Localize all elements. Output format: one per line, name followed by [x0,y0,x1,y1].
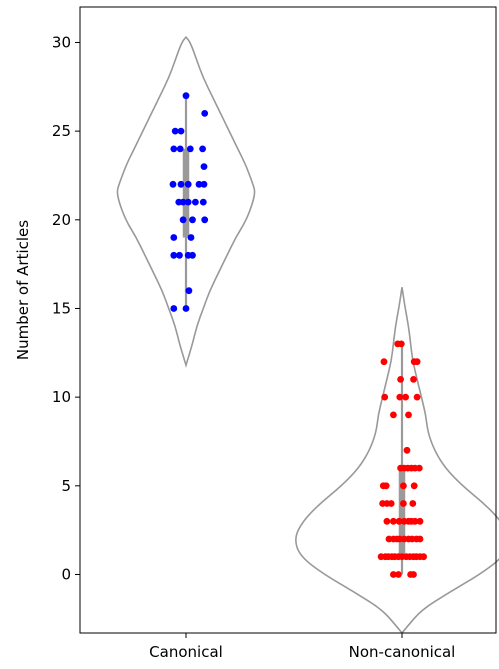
point-canonical [186,145,194,153]
y-tick-label: 20 [52,211,71,229]
point-non-canonical [382,482,390,490]
point-canonical [187,234,195,241]
point-canonical [170,305,178,312]
point-canonical [176,145,184,153]
y-tick-label: 15 [52,299,71,317]
point-canonical [169,180,177,188]
point-non-canonical [400,500,407,507]
point-canonical [201,216,209,224]
point-non-canonical [395,571,402,578]
point-non-canonical [397,340,405,348]
point-canonical [182,92,190,100]
x-tick-label: Non-canonical [349,643,456,661]
point-canonical [171,127,179,135]
x-tick-label: Canonical [149,643,223,661]
point-canonical [199,145,207,153]
point-canonical [177,180,185,188]
axes-frame [79,6,497,634]
point-non-canonical [415,464,423,472]
point-non-canonical [390,411,397,419]
point-non-canonical [396,393,404,401]
y-tick-label: 0 [61,565,71,583]
point-canonical [199,198,207,206]
point-non-canonical [397,376,404,383]
point-non-canonical [381,393,389,401]
point-non-canonical [405,411,412,419]
violin-non-canonical [295,287,499,635]
point-non-canonical [410,482,418,490]
point-canonical [170,145,178,153]
point-non-canonical [395,517,403,525]
y-axis-label: Number of Articles [14,220,32,360]
point-canonical [192,198,199,206]
y-ticks-layer: 0 5 10 15 20 25 30 [52,33,80,583]
point-canonical [185,287,193,295]
point-non-canonical [390,571,397,578]
point-canonical [176,251,183,259]
point-non-canonical [413,393,421,401]
point-canonical [189,216,196,224]
point-non-canonical [402,393,409,401]
y-tick-label: 25 [52,122,71,140]
point-canonical [200,180,208,188]
point-non-canonical [403,446,411,454]
point-non-canonical [390,517,397,525]
point-canonical [200,163,208,171]
points-layer [169,92,427,578]
point-non-canonical [387,500,395,507]
point-canonical [179,198,187,206]
violin-canonical [116,35,256,368]
point-non-canonical [411,517,419,525]
point-non-canonical [416,517,424,525]
point-non-canonical [400,482,407,490]
point-non-canonical [383,517,391,525]
y-tick-label: 30 [52,33,71,51]
violins-layer [116,35,499,635]
point-canonical [177,127,185,135]
point-non-canonical [413,358,421,366]
point-non-canonical [420,553,427,561]
point-canonical [184,198,192,206]
point-non-canonical [416,535,424,543]
point-canonical [201,110,209,117]
point-non-canonical [410,376,417,383]
point-non-canonical [380,358,388,366]
point-non-canonical [409,500,417,507]
point-canonical [182,305,190,312]
y-tick-label: 10 [52,388,71,406]
x-ticks-layer: Canonical Non-canonical [149,633,455,661]
point-canonical [179,216,187,224]
point-canonical [195,180,203,188]
point-canonical [189,251,196,259]
boxes-layer [182,95,406,575]
point-canonical [170,251,178,259]
point-canonical [170,234,178,241]
y-tick-label: 5 [61,477,71,495]
point-non-canonical [410,571,417,578]
point-canonical [184,180,192,188]
